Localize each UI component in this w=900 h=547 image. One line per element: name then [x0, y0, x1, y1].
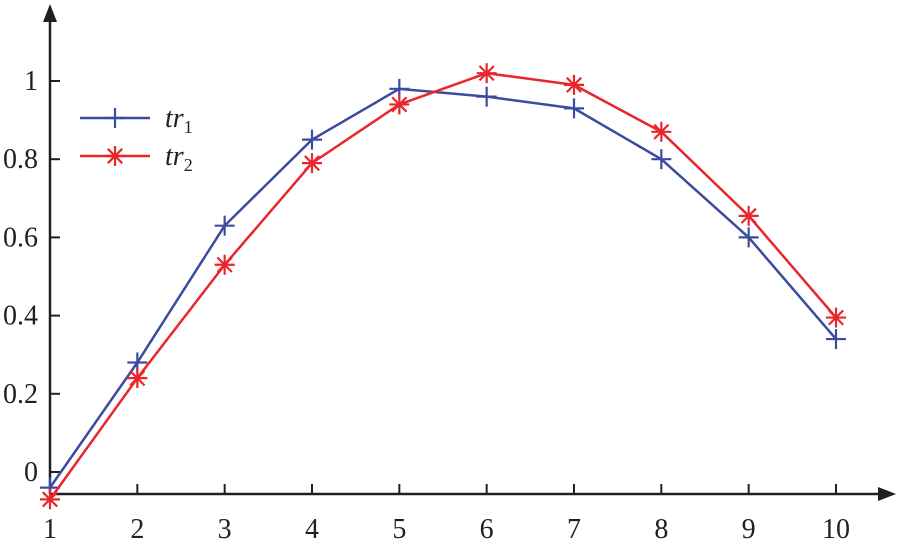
- x-tick-label: 8: [654, 514, 668, 545]
- ticks: 1 2 3 4 5 6 7 8 9 10 0 0.2 0.4 0.6 0.8 1: [3, 66, 850, 545]
- marker-stroke: [107, 148, 123, 164]
- series-layer: [40, 63, 846, 510]
- data-point: [476, 86, 497, 107]
- data-point: [40, 489, 60, 510]
- data-point: [564, 74, 584, 95]
- y-axis-arrow: [43, 4, 57, 22]
- y-tick-label: 1: [24, 66, 38, 97]
- legend-label-main: tr: [165, 141, 184, 172]
- data-point: [651, 149, 672, 170]
- marker-stroke: [216, 256, 233, 273]
- x-axis-arrow: [878, 487, 896, 501]
- data-point: [214, 215, 235, 236]
- series-line-tr2: [48, 71, 837, 501]
- marker-stroke: [653, 123, 670, 140]
- data-point: [214, 254, 235, 275]
- marker-stroke: [391, 96, 408, 113]
- x-tick-label: 6: [480, 514, 494, 545]
- legend-label-subscript: 1: [184, 117, 193, 137]
- legend-item-tr2: tr2: [80, 141, 193, 175]
- y-tick-label: 0.2: [3, 379, 38, 410]
- marker-stroke: [129, 370, 146, 387]
- x-tick-label: 3: [218, 514, 232, 545]
- marker-stroke: [478, 65, 495, 82]
- data-point: [738, 227, 759, 248]
- marker-stroke: [740, 207, 757, 224]
- marker-stroke: [566, 76, 582, 93]
- data-point: [826, 307, 846, 328]
- legend-label: tr1: [165, 103, 193, 137]
- data-point: [105, 108, 125, 128]
- data-point: [564, 98, 584, 119]
- x-tick-label: 9: [742, 514, 756, 545]
- data-point: [738, 205, 759, 226]
- data-point: [651, 121, 672, 142]
- marker-stroke: [42, 491, 58, 508]
- y-tick-label: 0.8: [3, 144, 38, 175]
- legend-label: tr2: [165, 141, 193, 175]
- data-point: [826, 329, 846, 350]
- legend-label-main: tr: [165, 103, 184, 134]
- x-tick-label: 2: [130, 514, 144, 545]
- x-tick-label: 7: [567, 514, 581, 545]
- y-tick-label: 0.6: [3, 222, 38, 253]
- y-tick-label: 0.4: [3, 301, 38, 332]
- axes: [43, 4, 896, 501]
- data-point: [302, 153, 322, 174]
- data-point: [389, 94, 410, 115]
- y-tick-label: 0: [24, 457, 38, 488]
- x-tick-label: 1: [43, 514, 57, 545]
- data-point: [127, 368, 148, 389]
- legend-item-tr1: tr1: [80, 103, 193, 137]
- series-tr1: [40, 78, 846, 498]
- data-point: [105, 146, 125, 166]
- x-tick-label: 4: [305, 514, 319, 545]
- x-tick-label: 10: [822, 514, 850, 545]
- x-tick-label: 5: [392, 514, 406, 545]
- legend-label-subscript: 2: [184, 155, 193, 175]
- data-point: [302, 129, 322, 150]
- series-tr2: [40, 63, 846, 510]
- marker-stroke: [304, 155, 320, 172]
- series-line-tr1: [48, 87, 837, 489]
- data-point: [476, 63, 497, 84]
- marker-stroke: [828, 309, 844, 326]
